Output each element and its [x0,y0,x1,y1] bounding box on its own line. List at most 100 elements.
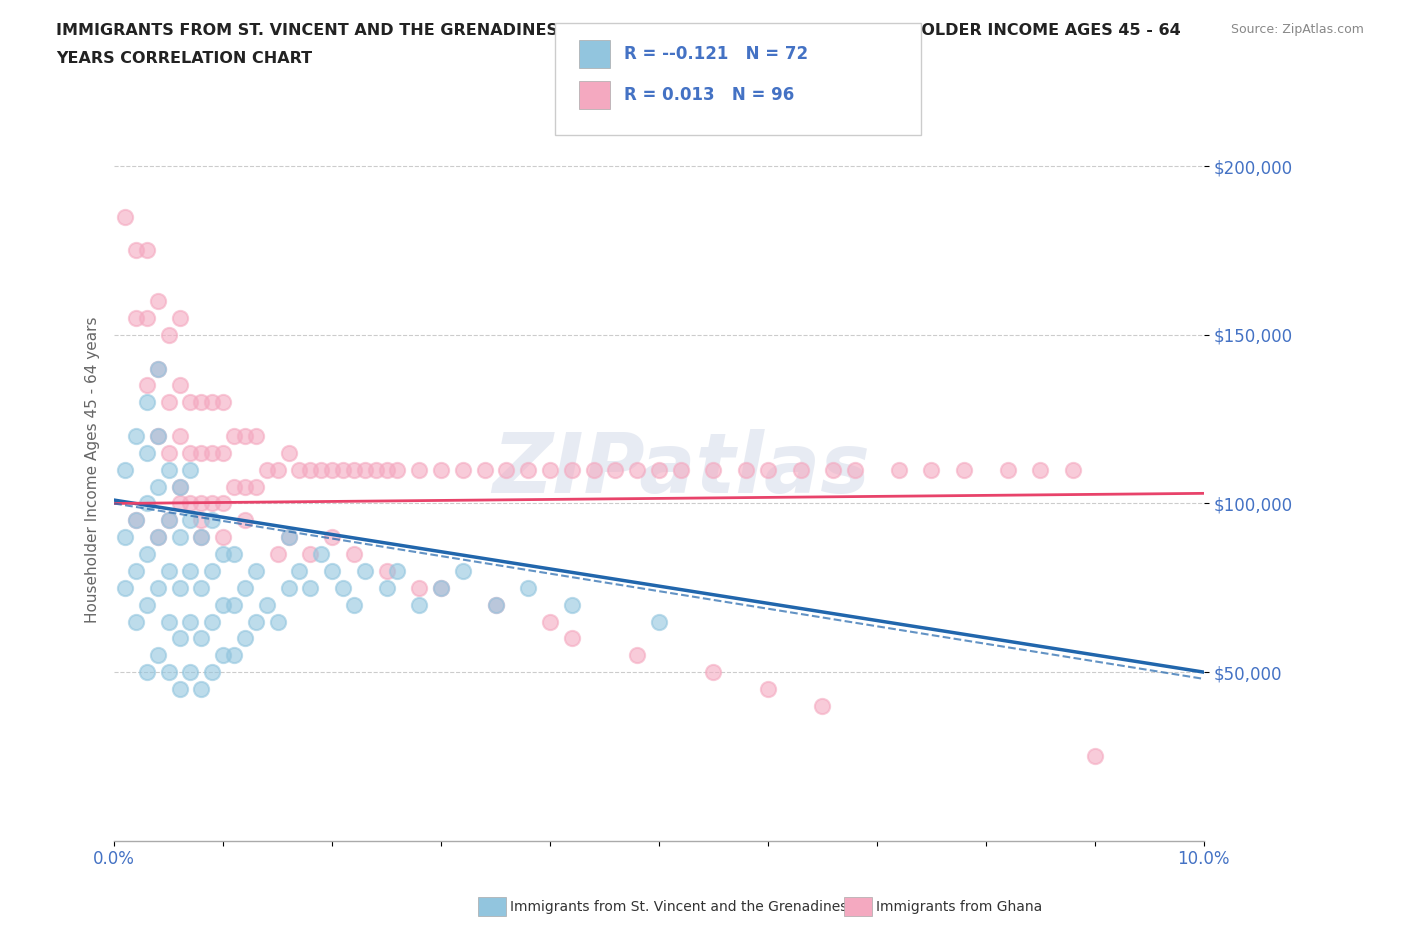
Point [789,462,811,477]
Point [1029,462,1052,477]
Point [561,597,583,612]
Point [430,462,453,477]
Point [179,513,201,528]
Point [146,648,169,663]
Point [321,530,343,545]
Point [256,462,278,477]
Point [201,564,224,578]
Point [702,462,724,477]
Point [309,547,332,562]
Point [517,462,540,477]
Point [222,648,245,663]
Point [135,243,157,258]
Point [114,580,136,595]
Point [222,597,245,612]
Point [190,445,212,460]
Point [201,614,224,629]
Point [146,361,169,376]
Point [353,462,375,477]
Point [408,580,430,595]
Point [277,445,299,460]
Point [125,564,148,578]
Point [387,462,409,477]
Point [517,580,540,595]
Point [190,631,212,645]
Point [157,513,180,528]
Point [1084,749,1107,764]
Point [146,294,169,309]
Point [233,479,256,494]
Point [538,462,561,477]
Point [179,395,201,410]
Point [538,614,561,629]
Point [169,682,191,697]
Point [135,665,157,680]
Point [201,513,224,528]
Point [561,462,583,477]
Point [146,580,169,595]
Point [157,614,180,629]
Point [245,429,267,444]
Point [474,462,496,477]
Y-axis label: Householder Income Ages 45 - 64 years: Householder Income Ages 45 - 64 years [86,316,100,623]
Point [222,479,245,494]
Point [233,580,256,595]
Point [451,564,474,578]
Point [811,698,834,713]
Point [756,462,779,477]
Point [179,496,201,511]
Point [135,496,157,511]
Point [266,547,288,562]
Point [343,597,366,612]
Point [169,479,191,494]
Point [343,547,366,562]
Point [299,462,322,477]
Point [561,631,583,645]
Point [169,631,191,645]
Point [135,311,157,325]
Point [157,513,180,528]
Point [277,530,299,545]
Text: Immigrants from St. Vincent and the Grenadines: Immigrants from St. Vincent and the Gren… [510,899,848,914]
Point [114,462,136,477]
Point [114,209,136,224]
Point [288,564,311,578]
Point [157,665,180,680]
Point [135,445,157,460]
Point [626,648,648,663]
Point [190,580,212,595]
Point [179,462,201,477]
Point [582,462,605,477]
Point [364,462,387,477]
Point [669,462,692,477]
Point [233,513,256,528]
Point [648,462,671,477]
Point [135,547,157,562]
Point [451,462,474,477]
Point [201,496,224,511]
Point [212,496,235,511]
Point [190,530,212,545]
Point [756,682,779,697]
Point [299,547,322,562]
Point [169,429,191,444]
Point [146,530,169,545]
Point [430,580,453,595]
Point [222,547,245,562]
Point [179,614,201,629]
Point [212,648,235,663]
Point [212,597,235,612]
Point [484,597,506,612]
Point [823,462,845,477]
Point [288,462,311,477]
Point [157,327,180,342]
Point [179,445,201,460]
Point [201,445,224,460]
Point [157,445,180,460]
Point [157,462,180,477]
Point [375,564,398,578]
Point [233,429,256,444]
Point [125,513,148,528]
Point [299,580,322,595]
Point [626,462,648,477]
